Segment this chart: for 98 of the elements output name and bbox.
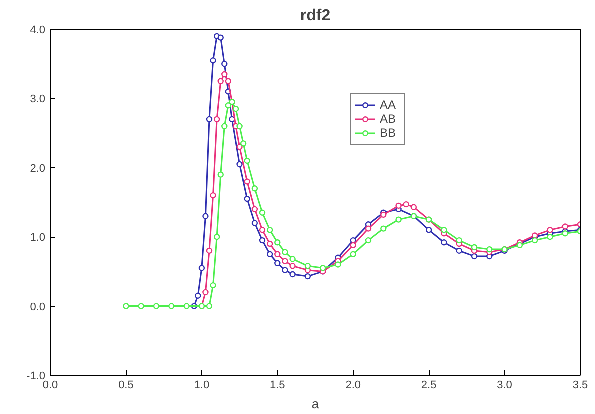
x-tick-label: 2.5: [421, 380, 437, 392]
point: [259, 227, 266, 234]
point: [274, 251, 281, 258]
point: [282, 258, 288, 264]
point: [471, 253, 478, 260]
point: [441, 240, 448, 246]
point: [236, 161, 243, 168]
point: [304, 263, 312, 270]
point: [198, 265, 206, 272]
point: [244, 196, 250, 202]
point: [123, 303, 130, 310]
point: [210, 58, 216, 64]
point: [252, 186, 258, 192]
point: [486, 246, 493, 253]
point: [266, 251, 274, 258]
point: [222, 71, 228, 78]
y-tick-label: 3.0: [30, 94, 46, 106]
point: [236, 123, 243, 130]
point: [225, 78, 232, 84]
point: [471, 244, 478, 251]
point: [335, 262, 342, 268]
point: [210, 192, 216, 199]
point: [252, 220, 258, 226]
point: [214, 234, 220, 240]
point: [244, 158, 250, 164]
point: [266, 227, 274, 234]
point: [547, 234, 554, 240]
point: [547, 227, 554, 234]
y-tick-label: 4.0: [30, 24, 46, 36]
point: [195, 292, 202, 300]
point: [202, 213, 209, 220]
point: [206, 303, 213, 310]
point: [259, 210, 266, 216]
point: [350, 242, 356, 248]
point: [441, 227, 448, 234]
point: [244, 178, 250, 185]
point: [236, 144, 243, 150]
chart-title: rdf2: [300, 8, 331, 24]
point: [210, 282, 216, 289]
point: [252, 206, 258, 213]
point: [168, 303, 175, 310]
point: [222, 61, 228, 68]
point: [206, 116, 213, 123]
legend-label: AB: [380, 112, 398, 126]
y-tick-label: 1.0: [30, 232, 46, 244]
x-tick-label: 3.5: [572, 380, 588, 392]
x-tick-label: 3.0: [497, 380, 512, 392]
point: [218, 172, 224, 178]
point: [365, 237, 372, 244]
point: [225, 102, 232, 109]
x-axis-title: a: [312, 396, 320, 412]
point: [232, 106, 240, 112]
point: [350, 251, 356, 258]
point: [218, 34, 224, 41]
point: [380, 226, 387, 232]
point: [562, 224, 568, 230]
point: [290, 271, 296, 278]
point: [274, 240, 281, 246]
x-tick-label: 0.0: [42, 380, 58, 392]
y-tick-label: 2.0: [30, 162, 46, 175]
point: [410, 204, 418, 210]
y-tick-label: -1.0: [26, 370, 46, 382]
y-tick-label: 0.0: [30, 301, 46, 314]
point: [266, 240, 274, 248]
point: [456, 248, 462, 254]
point: [365, 226, 372, 232]
point: [380, 212, 387, 218]
point: [259, 237, 266, 244]
point: [403, 201, 410, 208]
point: [282, 267, 288, 274]
point: [206, 248, 213, 254]
point: [290, 256, 296, 262]
point: [304, 273, 312, 280]
point: [138, 303, 144, 310]
point: [426, 227, 432, 234]
point: [202, 289, 209, 296]
point: [218, 78, 224, 84]
point: [240, 140, 247, 147]
point: [184, 303, 190, 310]
point: [562, 230, 568, 237]
point: [290, 263, 296, 270]
point: [396, 216, 402, 223]
point: [282, 249, 288, 256]
point: [456, 237, 462, 244]
point: [320, 265, 326, 272]
point: [214, 116, 220, 123]
point: [396, 202, 402, 210]
point: [274, 260, 281, 266]
x-tick-label: 2.0: [346, 380, 362, 392]
legend-label: BB: [380, 126, 398, 140]
legend-label: AA: [380, 98, 398, 112]
x-tick-label: 1.0: [194, 380, 210, 392]
point: [222, 123, 228, 130]
x-tick-label: 0.5: [118, 380, 134, 392]
point: [153, 303, 160, 310]
point: [532, 237, 538, 244]
point: [229, 116, 236, 123]
x-tick-label: 1.5: [270, 380, 286, 392]
